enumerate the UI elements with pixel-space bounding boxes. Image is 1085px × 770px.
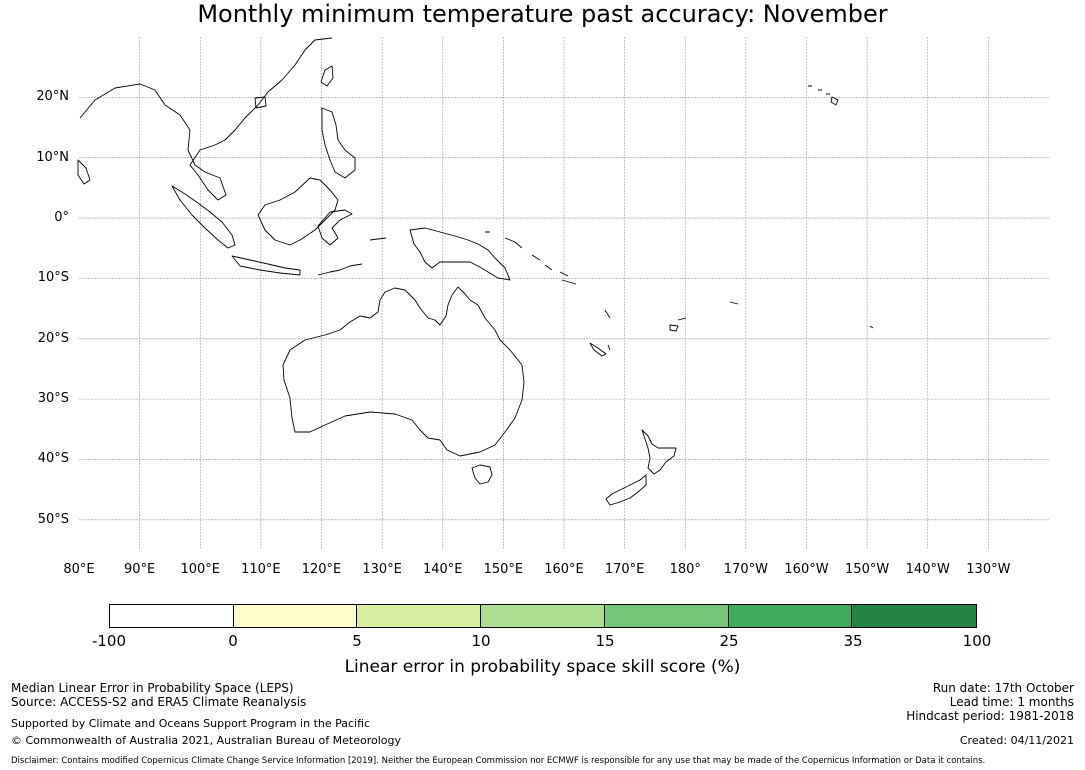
- colorbar-tick-label: 10: [471, 632, 491, 650]
- hindcast-period: Hindcast period: 1981-2018: [906, 709, 1074, 723]
- australia-coastline: [282, 286, 525, 457]
- colorbar: [109, 604, 977, 628]
- colorbar-segment: [728, 605, 853, 627]
- lat-label: 20°N: [36, 89, 69, 105]
- map: [77, 37, 1049, 550]
- colorbar-segment: [481, 605, 605, 627]
- sumatra-coastline: [171, 185, 236, 249]
- lat-label: 40°S: [37, 451, 69, 467]
- lon-label: 170°E: [604, 562, 645, 577]
- colorbar-tick-label: 15: [595, 632, 615, 650]
- lon-label: 90°E: [123, 562, 156, 577]
- info-leps: Median Linear Error in Probability Space…: [11, 681, 294, 695]
- borneo-coastline: [257, 177, 339, 246]
- lon-label: 160°E: [544, 562, 584, 577]
- lon-label: 80°E: [63, 562, 95, 577]
- lon-label: 110°E: [241, 562, 281, 577]
- lon-label: 160°W: [784, 562, 829, 577]
- graticule: [79, 37, 1049, 550]
- new-guinea-coastline: [409, 227, 511, 281]
- colorbar-tick-label: -100: [91, 632, 127, 650]
- run-date: Run date: 17th October: [932, 681, 1074, 695]
- lead-time: Lead time: 1 months: [949, 695, 1074, 709]
- taiwan-coastline: [320, 65, 334, 87]
- lon-label: 180°: [669, 562, 701, 577]
- bismarck-coastline: [485, 231, 523, 249]
- page-title: Monthly minimum temperature past accurac…: [197, 0, 888, 28]
- info-source: Source: ACCESS-S2 and ERA5 Climate Reana…: [11, 695, 307, 709]
- tonga-coastline: [869, 325, 874, 329]
- timor-coastline: [317, 237, 387, 276]
- tasmania-coastline: [471, 464, 493, 485]
- colorbar-tick-label: 100: [962, 632, 992, 650]
- lat-label: 20°S: [37, 330, 69, 346]
- lon-label: 150°W: [845, 562, 890, 577]
- colorbar-segment: [852, 605, 977, 627]
- colorbar-tick-label: 25: [719, 632, 739, 650]
- hawaii-coastline: [830, 96, 839, 106]
- info-support: Supported by Climate and Oceans Support …: [11, 717, 371, 730]
- sulawesi-coastline: [317, 209, 353, 246]
- vanuatu-coastline: [604, 309, 611, 351]
- hawaii-islets: [808, 85, 830, 95]
- colorbar-segment: [604, 605, 729, 627]
- asia-mainland-coastline: [79, 37, 333, 201]
- lat-label: 30°S: [37, 391, 69, 407]
- colorbar-tick-label: 35: [843, 632, 863, 650]
- coastlines: [77, 37, 874, 506]
- sri-lanka-coastline: [77, 159, 91, 185]
- new-caledonia-coastline: [589, 342, 607, 357]
- lon-label: 130°W: [966, 562, 1011, 577]
- lon-label: 100°E: [180, 562, 221, 577]
- nz-north-coastline: [641, 429, 677, 475]
- colorbar-segment: [357, 605, 482, 627]
- lat-label: 50°S: [37, 511, 69, 527]
- hainan-coastline: [254, 96, 267, 109]
- fiji-coastline: [669, 317, 687, 332]
- colorbar-tick-label: 5: [352, 632, 362, 650]
- lat-label: 0°: [54, 210, 69, 226]
- lon-label: 140°E: [422, 562, 463, 577]
- lon-label: 150°E: [483, 562, 524, 577]
- lon-label: 170°W: [723, 562, 768, 577]
- info-copyright: © Commonwealth of Australia 2021, Austra…: [11, 734, 401, 747]
- colorbar-label: Linear error in probability space skill …: [344, 657, 741, 677]
- colorbar-tick-label: 0: [228, 632, 238, 650]
- lat-label: 10°S: [37, 270, 69, 286]
- lat-label: 10°N: [36, 149, 69, 165]
- colorbar-segment: [233, 605, 358, 627]
- disclaimer: Disclaimer: Contains modified Copernicus…: [11, 756, 986, 766]
- colorbar-segment: [110, 605, 234, 627]
- solomon-islands-coastline: [531, 254, 577, 285]
- java-coastline: [231, 255, 301, 276]
- samoa-coastline: [729, 301, 739, 305]
- lon-label: 120°E: [301, 562, 342, 577]
- lon-label: 140°W: [905, 562, 950, 577]
- philippines-coastline: [321, 107, 356, 179]
- lon-label: 130°E: [362, 562, 402, 577]
- nz-south-coastline: [605, 474, 647, 506]
- created-date: Created: 04/11/2021: [959, 734, 1074, 747]
